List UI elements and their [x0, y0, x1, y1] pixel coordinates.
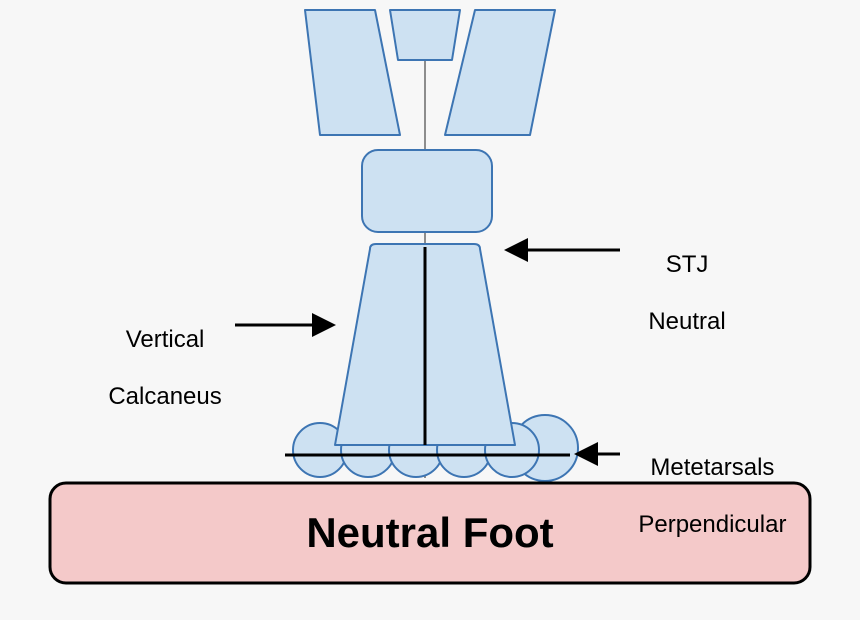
title-text: Neutral Foot	[50, 483, 810, 583]
label-calcaneus-line2: Calcaneus	[108, 383, 221, 410]
tibia-group	[305, 10, 555, 135]
label-stj: STJ Neutral	[635, 222, 726, 337]
talus	[362, 150, 492, 232]
label-calcaneus: Vertical Calcaneus	[95, 297, 222, 412]
diagram-canvas: STJ Neutral Vertical Calcaneus Metetarsa…	[0, 0, 860, 620]
label-calcaneus-line1: Vertical	[126, 326, 205, 353]
label-stj-line1: STJ	[666, 251, 709, 278]
label-metatarsal-line1: Metetarsals	[650, 454, 774, 481]
label-stj-line2: Neutral	[648, 308, 725, 335]
